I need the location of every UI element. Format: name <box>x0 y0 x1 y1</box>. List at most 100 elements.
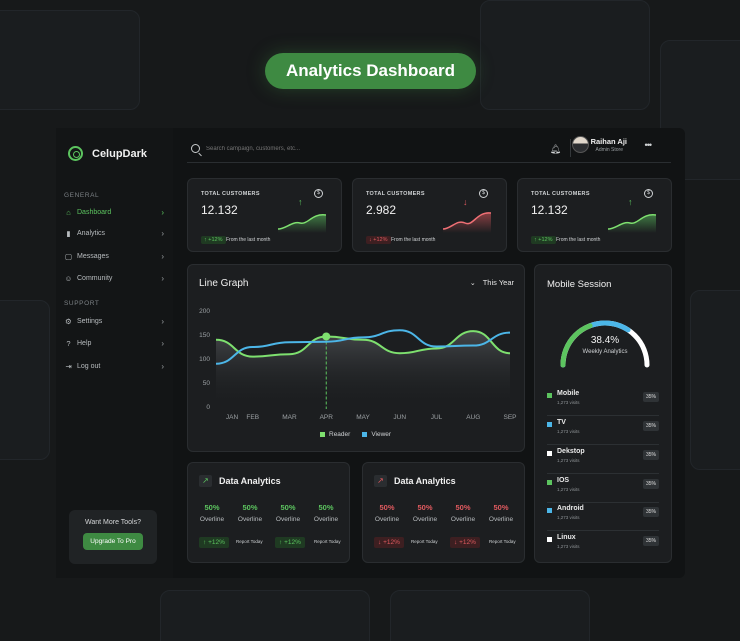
line-graph-card: Line Graph ⌄ This Year 0 50 100 150 200 JAN FE… <box>187 264 525 452</box>
chevron-right-icon: › <box>161 338 164 348</box>
user-name: Raihan Aji <box>590 137 627 146</box>
avatar[interactable] <box>572 136 589 153</box>
report-note: Report Today <box>411 539 438 544</box>
os-swatch <box>547 422 552 427</box>
os-row-tv: TV 1,273 visits 35% <box>547 417 659 445</box>
os-row-mobile: Mobile 1,273 visits 35% <box>547 388 659 416</box>
chevron-right-icon: › <box>161 273 164 283</box>
os-row-desktop: Dekstop 1,273 visits 35% <box>547 446 659 474</box>
chevron-right-icon: › <box>161 251 164 261</box>
sidebar-item-messages[interactable]: ▢ Messages › <box>64 249 164 263</box>
sidebar-item-label: Settings <box>77 317 103 325</box>
report-change-pill: ↑ +12% <box>199 537 229 548</box>
change-note: From the last month <box>226 237 271 243</box>
metric: 50% Overline <box>199 503 225 523</box>
sidebar-item-help[interactable]: ? Help › <box>64 336 164 350</box>
os-swatch <box>547 393 552 398</box>
stat-label: TOTAL CUSTOMERS <box>366 191 425 197</box>
stat-label: TOTAL CUSTOMERS <box>201 191 260 197</box>
x-tick-label: SEP <box>503 414 516 421</box>
sidebar-item-community[interactable]: ☺ Community › <box>64 271 164 285</box>
stat-value: 12.132 <box>201 203 238 217</box>
report-note: Report Today <box>314 539 341 544</box>
y-tick-label: 0 <box>206 404 210 411</box>
chevron-right-icon: › <box>161 316 164 326</box>
stat-card: TOTAL CUSTOMERS 2.982 $ ↓ ↓ +12% From th… <box>352 178 507 252</box>
os-row-android: Android 1,273 visits 35% <box>547 503 659 531</box>
metric: 50% Overline <box>488 503 514 523</box>
line-graph-title: Line Graph <box>199 278 249 289</box>
metric: 50% Overline <box>450 503 476 523</box>
mobile-session-title: Mobile Session <box>547 279 612 290</box>
x-tick-label: AUG <box>466 414 480 421</box>
chart-legend: Reader Viewer <box>320 431 391 438</box>
metric: 50% Overline <box>275 503 301 523</box>
x-tick-label: JUN <box>393 414 406 421</box>
trend-up-icon: ↗ <box>199 475 212 487</box>
upgrade-promo: Want More Tools? Upgrade To Pro <box>69 510 157 564</box>
chevron-right-icon: › <box>161 228 164 238</box>
section-label-support: SUPPORT <box>64 300 100 307</box>
metric: 50% Overline <box>412 503 438 523</box>
data-analytics-title: Data Analytics <box>394 476 456 486</box>
stat-value: 12.132 <box>531 203 568 217</box>
divider <box>570 139 571 157</box>
chevron-right-icon: › <box>161 361 164 371</box>
change-note: From the last month <box>556 237 601 243</box>
os-row-ios: IOS 1,273 visits 35% <box>547 475 659 503</box>
chevron-right-icon: › <box>161 207 164 217</box>
stat-value: 2.982 <box>366 203 397 217</box>
os-swatch <box>547 537 552 542</box>
help-icon: ? <box>66 338 71 348</box>
gauge-segment <box>560 320 650 368</box>
metric: 50% Overline <box>374 503 400 523</box>
gear-icon: ⚙ <box>65 316 72 326</box>
sidebar-item-dashboard[interactable]: ⌂ Dashboard › <box>64 205 164 219</box>
trend-up-icon: ↗ <box>374 475 387 487</box>
search-input[interactable] <box>206 145 406 152</box>
arrow-up-icon: ↑ <box>298 197 303 207</box>
top-bar: 🔔︎ Raihan Aji Admin Store ••• <box>187 135 671 163</box>
more-icon[interactable]: ••• <box>644 140 653 150</box>
search-icon <box>191 144 200 153</box>
legend-swatch <box>362 431 368 437</box>
people-icon: ☺ <box>64 273 73 283</box>
change-pill: ↑ +12% <box>201 236 226 244</box>
highlight-point <box>322 332 331 341</box>
os-swatch <box>547 480 552 485</box>
sidebar-item-label: Community <box>77 274 113 282</box>
arrow-up-icon: ↑ <box>628 197 633 207</box>
period-label: This Year <box>482 278 514 287</box>
x-tick-label: JUL <box>431 414 443 421</box>
y-tick-label: 50 <box>203 380 211 387</box>
bell-icon[interactable]: 🔔︎ <box>549 144 561 154</box>
y-tick-label: 100 <box>199 356 210 363</box>
x-tick-label: FEB <box>246 414 259 421</box>
promo-text: Want More Tools? <box>84 519 142 526</box>
brand-logo-icon <box>68 146 83 161</box>
page-banner: Analytics Dashboard <box>265 53 476 89</box>
change-pill: ↑ +12% <box>531 236 556 244</box>
sidebar-item-logout[interactable]: ⇥ Log out › <box>64 359 164 373</box>
session-gauge <box>560 320 650 368</box>
dollar-icon: $ <box>479 189 488 198</box>
sidebar-item-analytics[interactable]: ▮ Analytics › <box>64 226 164 240</box>
data-analytics-card: ↗ Data Analytics 50% Overline 50% Overline… <box>362 462 525 563</box>
legend-item-reader: Reader <box>320 431 350 438</box>
sidebar-item-label: Help <box>77 339 92 347</box>
os-row-linux: Linux 1,273 visits 35% <box>547 532 659 560</box>
chevron-down-icon: ⌄ <box>469 279 476 287</box>
period-select[interactable]: ⌄ This Year <box>470 278 514 287</box>
upgrade-button[interactable]: Upgrade To Pro <box>83 533 143 550</box>
series-line-reader <box>215 330 511 358</box>
main-panel: 🔔︎ Raihan Aji Admin Store ••• TOTAL CUST… <box>173 128 685 578</box>
sidebar-item-settings[interactable]: ⚙ Settings › <box>64 314 164 328</box>
sidebar-item-label: Dashboard <box>77 208 112 216</box>
legend-swatch <box>320 431 325 437</box>
y-tick-label: 200 <box>199 308 210 315</box>
change-note: From the last month <box>391 237 436 243</box>
line-chart: 0 50 100 150 200 JAN FEB MAR APR MAY JUN JUL AUG SEP <box>199 308 516 421</box>
report-change-pill: ↓ +12% <box>450 537 480 548</box>
sidebar: CelupDark GENERAL ⌂ Dashboard › ▮ Analyt… <box>56 128 173 578</box>
x-tick-label: MAY <box>356 414 370 421</box>
